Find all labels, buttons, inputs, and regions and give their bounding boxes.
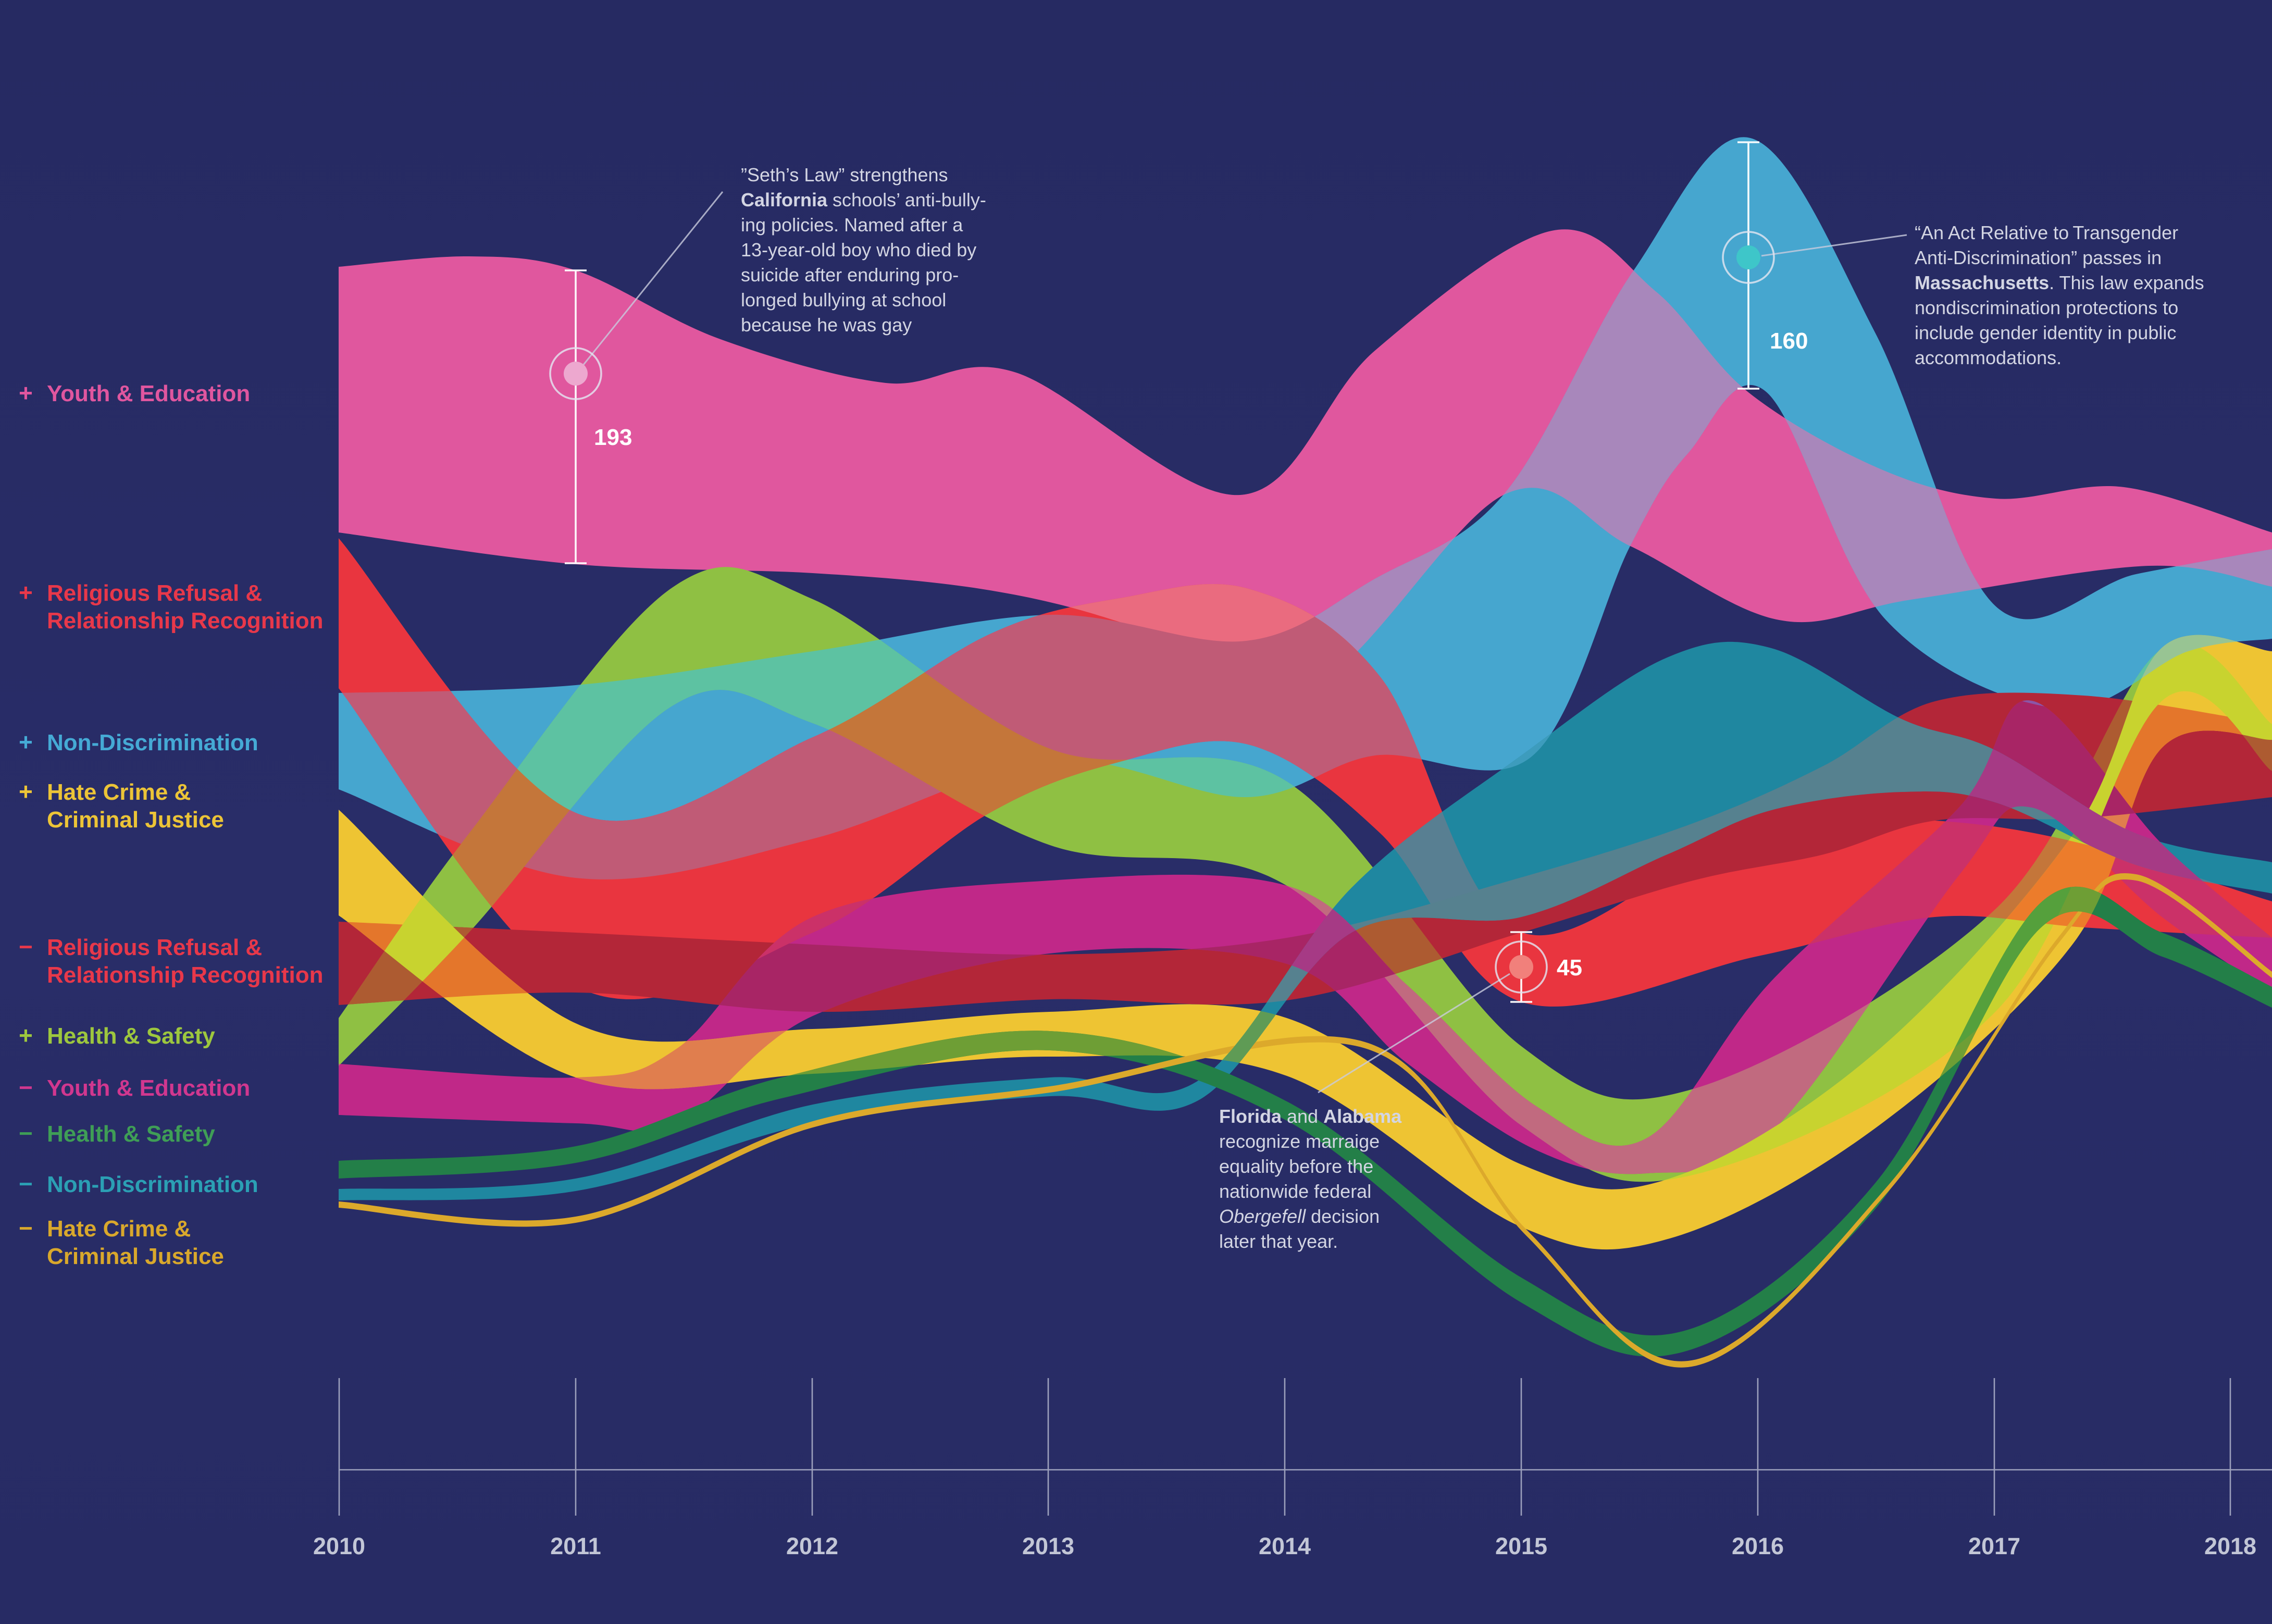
svg-text:Massachusetts. This law expand: Massachusetts. This law expands (1915, 272, 2204, 293)
svg-text:−: − (19, 1074, 33, 1101)
svg-text:−: − (19, 1120, 33, 1147)
svg-text:Criminal Justice: Criminal Justice (47, 807, 224, 833)
svg-text:160: 160 (1770, 328, 1808, 354)
svg-text:2017: 2017 (1968, 1533, 2020, 1559)
svg-text:+: + (19, 728, 33, 755)
svg-text:Hate Crime &: Hate Crime & (47, 779, 191, 805)
svg-text:”Seth’s Law” strengthens: ”Seth’s Law” strengthens (741, 164, 948, 185)
svg-text:193: 193 (594, 425, 632, 450)
svg-text:2010: 2010 (313, 1533, 365, 1559)
svg-text:accommodations.: accommodations. (1915, 347, 2062, 368)
svg-text:+: + (19, 778, 33, 805)
svg-text:2011: 2011 (550, 1533, 601, 1559)
svg-text:2016: 2016 (1732, 1533, 1784, 1559)
svg-text:recognize marraige: recognize marraige (1219, 1131, 1380, 1152)
svg-text:ing policies. Named after a: ing policies. Named after a (741, 214, 963, 235)
svg-text:Florida and Alabama: Florida and Alabama (1219, 1106, 1402, 1127)
svg-text:equality before the: equality before the (1219, 1156, 1373, 1177)
svg-text:Obergefell decision: Obergefell decision (1219, 1206, 1380, 1227)
svg-text:−: − (19, 1170, 33, 1197)
svg-text:Religious Refusal &: Religious Refusal & (47, 580, 262, 606)
svg-text:−: − (19, 1214, 33, 1242)
svg-text:+: + (19, 379, 33, 406)
svg-text:Relationship Recognition: Relationship Recognition (47, 608, 323, 634)
svg-text:because he was gay: because he was gay (741, 314, 912, 336)
svg-text:Non-Discrimination: Non-Discrimination (47, 730, 258, 755)
svg-text:longed bullying at school: longed bullying at school (741, 289, 946, 311)
svg-text:Youth & Education: Youth & Education (47, 381, 250, 406)
svg-text:suicide after enduring pro-: suicide after enduring pro- (741, 264, 959, 286)
svg-text:later that year.: later that year. (1219, 1231, 1338, 1252)
svg-text:Criminal Justice: Criminal Justice (47, 1244, 224, 1269)
svg-text:Youth & Education: Youth & Education (47, 1075, 250, 1101)
svg-text:“An Act Relative to Transgende: “An Act Relative to Transgender (1915, 222, 2178, 243)
svg-text:+: + (19, 579, 33, 606)
svg-text:2018: 2018 (2204, 1533, 2256, 1559)
svg-text:2015: 2015 (1495, 1533, 1547, 1559)
svg-text:nationwide federal: nationwide federal (1219, 1181, 1371, 1202)
svg-text:Religious Refusal &: Religious Refusal & (47, 935, 262, 960)
svg-text:−: − (19, 933, 33, 960)
svg-text:13-year-old boy who died by: 13-year-old boy who died by (741, 239, 976, 261)
svg-text:Hate Crime &: Hate Crime & (47, 1216, 191, 1242)
svg-text:Health & Safety: Health & Safety (47, 1121, 215, 1147)
svg-text:Non-Discrimination: Non-Discrimination (47, 1172, 258, 1197)
svg-text:2014: 2014 (1259, 1533, 1311, 1559)
svg-text:Anti-Discrimination” passes in: Anti-Discrimination” passes in (1915, 247, 2162, 268)
svg-text:2012: 2012 (786, 1533, 838, 1559)
svg-text:California schools’ anti-bully: California schools’ anti-bully- (741, 189, 986, 210)
svg-text:include gender identity in pub: include gender identity in public (1915, 322, 2176, 343)
svg-text:+: + (19, 1022, 33, 1049)
svg-text:Relationship Recognition: Relationship Recognition (47, 962, 323, 988)
svg-text:2013: 2013 (1022, 1533, 1074, 1559)
svg-text:Health & Safety: Health & Safety (47, 1023, 215, 1049)
svg-text:45: 45 (1557, 955, 1582, 981)
svg-text:nondiscrimination protections: nondiscrimination protections to (1915, 297, 2178, 318)
